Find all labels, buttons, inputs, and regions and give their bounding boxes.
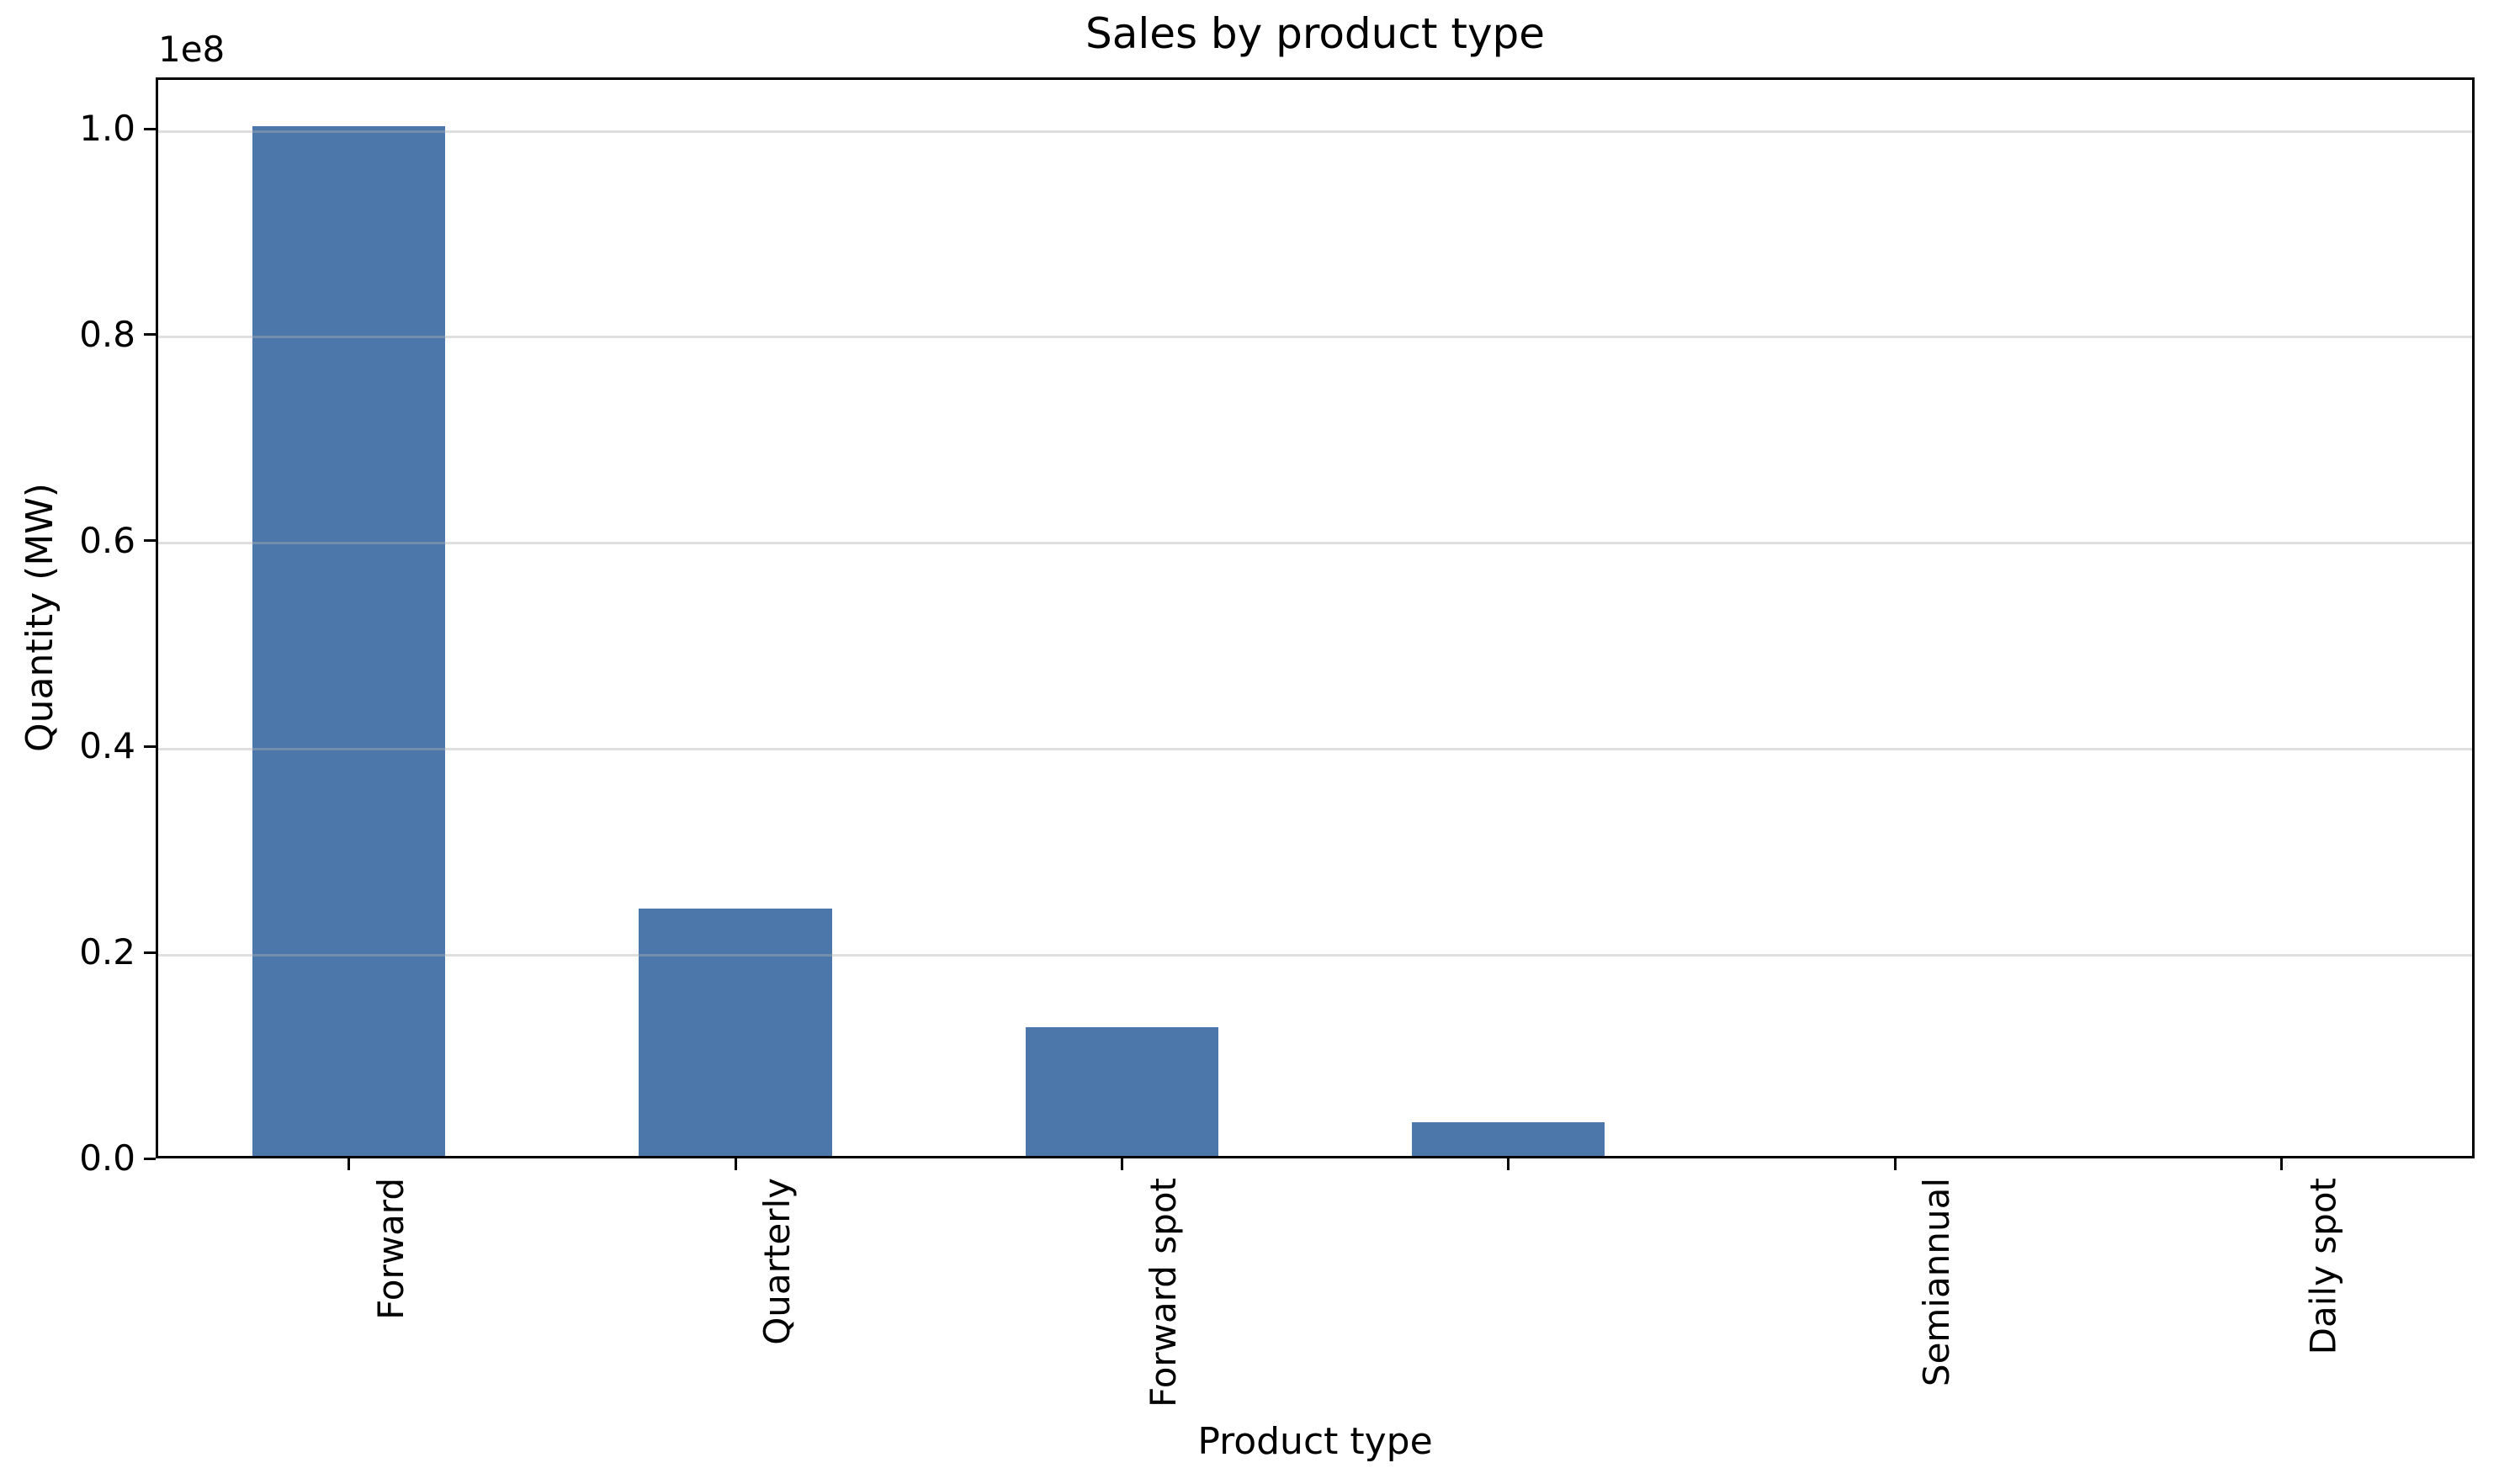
- gridline-1.0: [158, 130, 2472, 133]
- y-tick-label-0.4: 0.4: [79, 725, 135, 767]
- y-tick-label-0.6: 0.6: [79, 519, 135, 561]
- x-tick-label-text: Quarterly: [756, 1178, 798, 1345]
- y-tick-label-0.0: 0.0: [79, 1137, 135, 1179]
- x-tick-mark-forward-spot: [1120, 1158, 1123, 1170]
- y-tick-mark-0.2: [144, 951, 156, 954]
- x-tick-label-text: Daily spot: [2302, 1178, 2344, 1355]
- y-tick-mark-0.8: [144, 333, 156, 337]
- x-tick-label-text: Semiannual: [1916, 1178, 1957, 1387]
- x-axis-label: Product type: [1197, 1420, 1433, 1463]
- bar-index-3: [1411, 1121, 1605, 1156]
- gridline-0.6: [158, 542, 2472, 545]
- y-tick-mark-0.6: [144, 539, 156, 543]
- x-tick-label-text: Forward: [369, 1178, 411, 1320]
- x-tick-label-text: Forward spot: [1143, 1178, 1185, 1407]
- chart-title: Sales by product type: [1085, 9, 1546, 58]
- x-tick-mark-3: [1507, 1158, 1510, 1170]
- gridline-0.8: [158, 336, 2472, 339]
- plot-area: [156, 77, 2475, 1158]
- x-tick-mark-forward: [348, 1158, 351, 1170]
- y-tick-label-0.2: 0.2: [79, 931, 135, 973]
- y-tick-mark-1.0: [144, 127, 156, 130]
- y-tick-label-0.8: 0.8: [79, 313, 135, 355]
- gridline-0.2: [158, 953, 2472, 957]
- y-axis-offset-text: 1e8: [158, 29, 225, 70]
- bar-quarterly: [639, 909, 832, 1156]
- x-tick-mark-quarterly: [734, 1158, 737, 1170]
- bar-forward: [252, 126, 446, 1156]
- x-tick-mark-semiannual: [1893, 1158, 1897, 1170]
- x-tick-mark-daily-spot: [2279, 1158, 2283, 1170]
- gridline-0.4: [158, 747, 2472, 750]
- y-tick-mark-0.0: [144, 1157, 156, 1160]
- bar-forward-spot: [1025, 1027, 1219, 1156]
- y-tick-label-1.0: 1.0: [79, 108, 135, 150]
- y-tick-mark-0.4: [144, 745, 156, 748]
